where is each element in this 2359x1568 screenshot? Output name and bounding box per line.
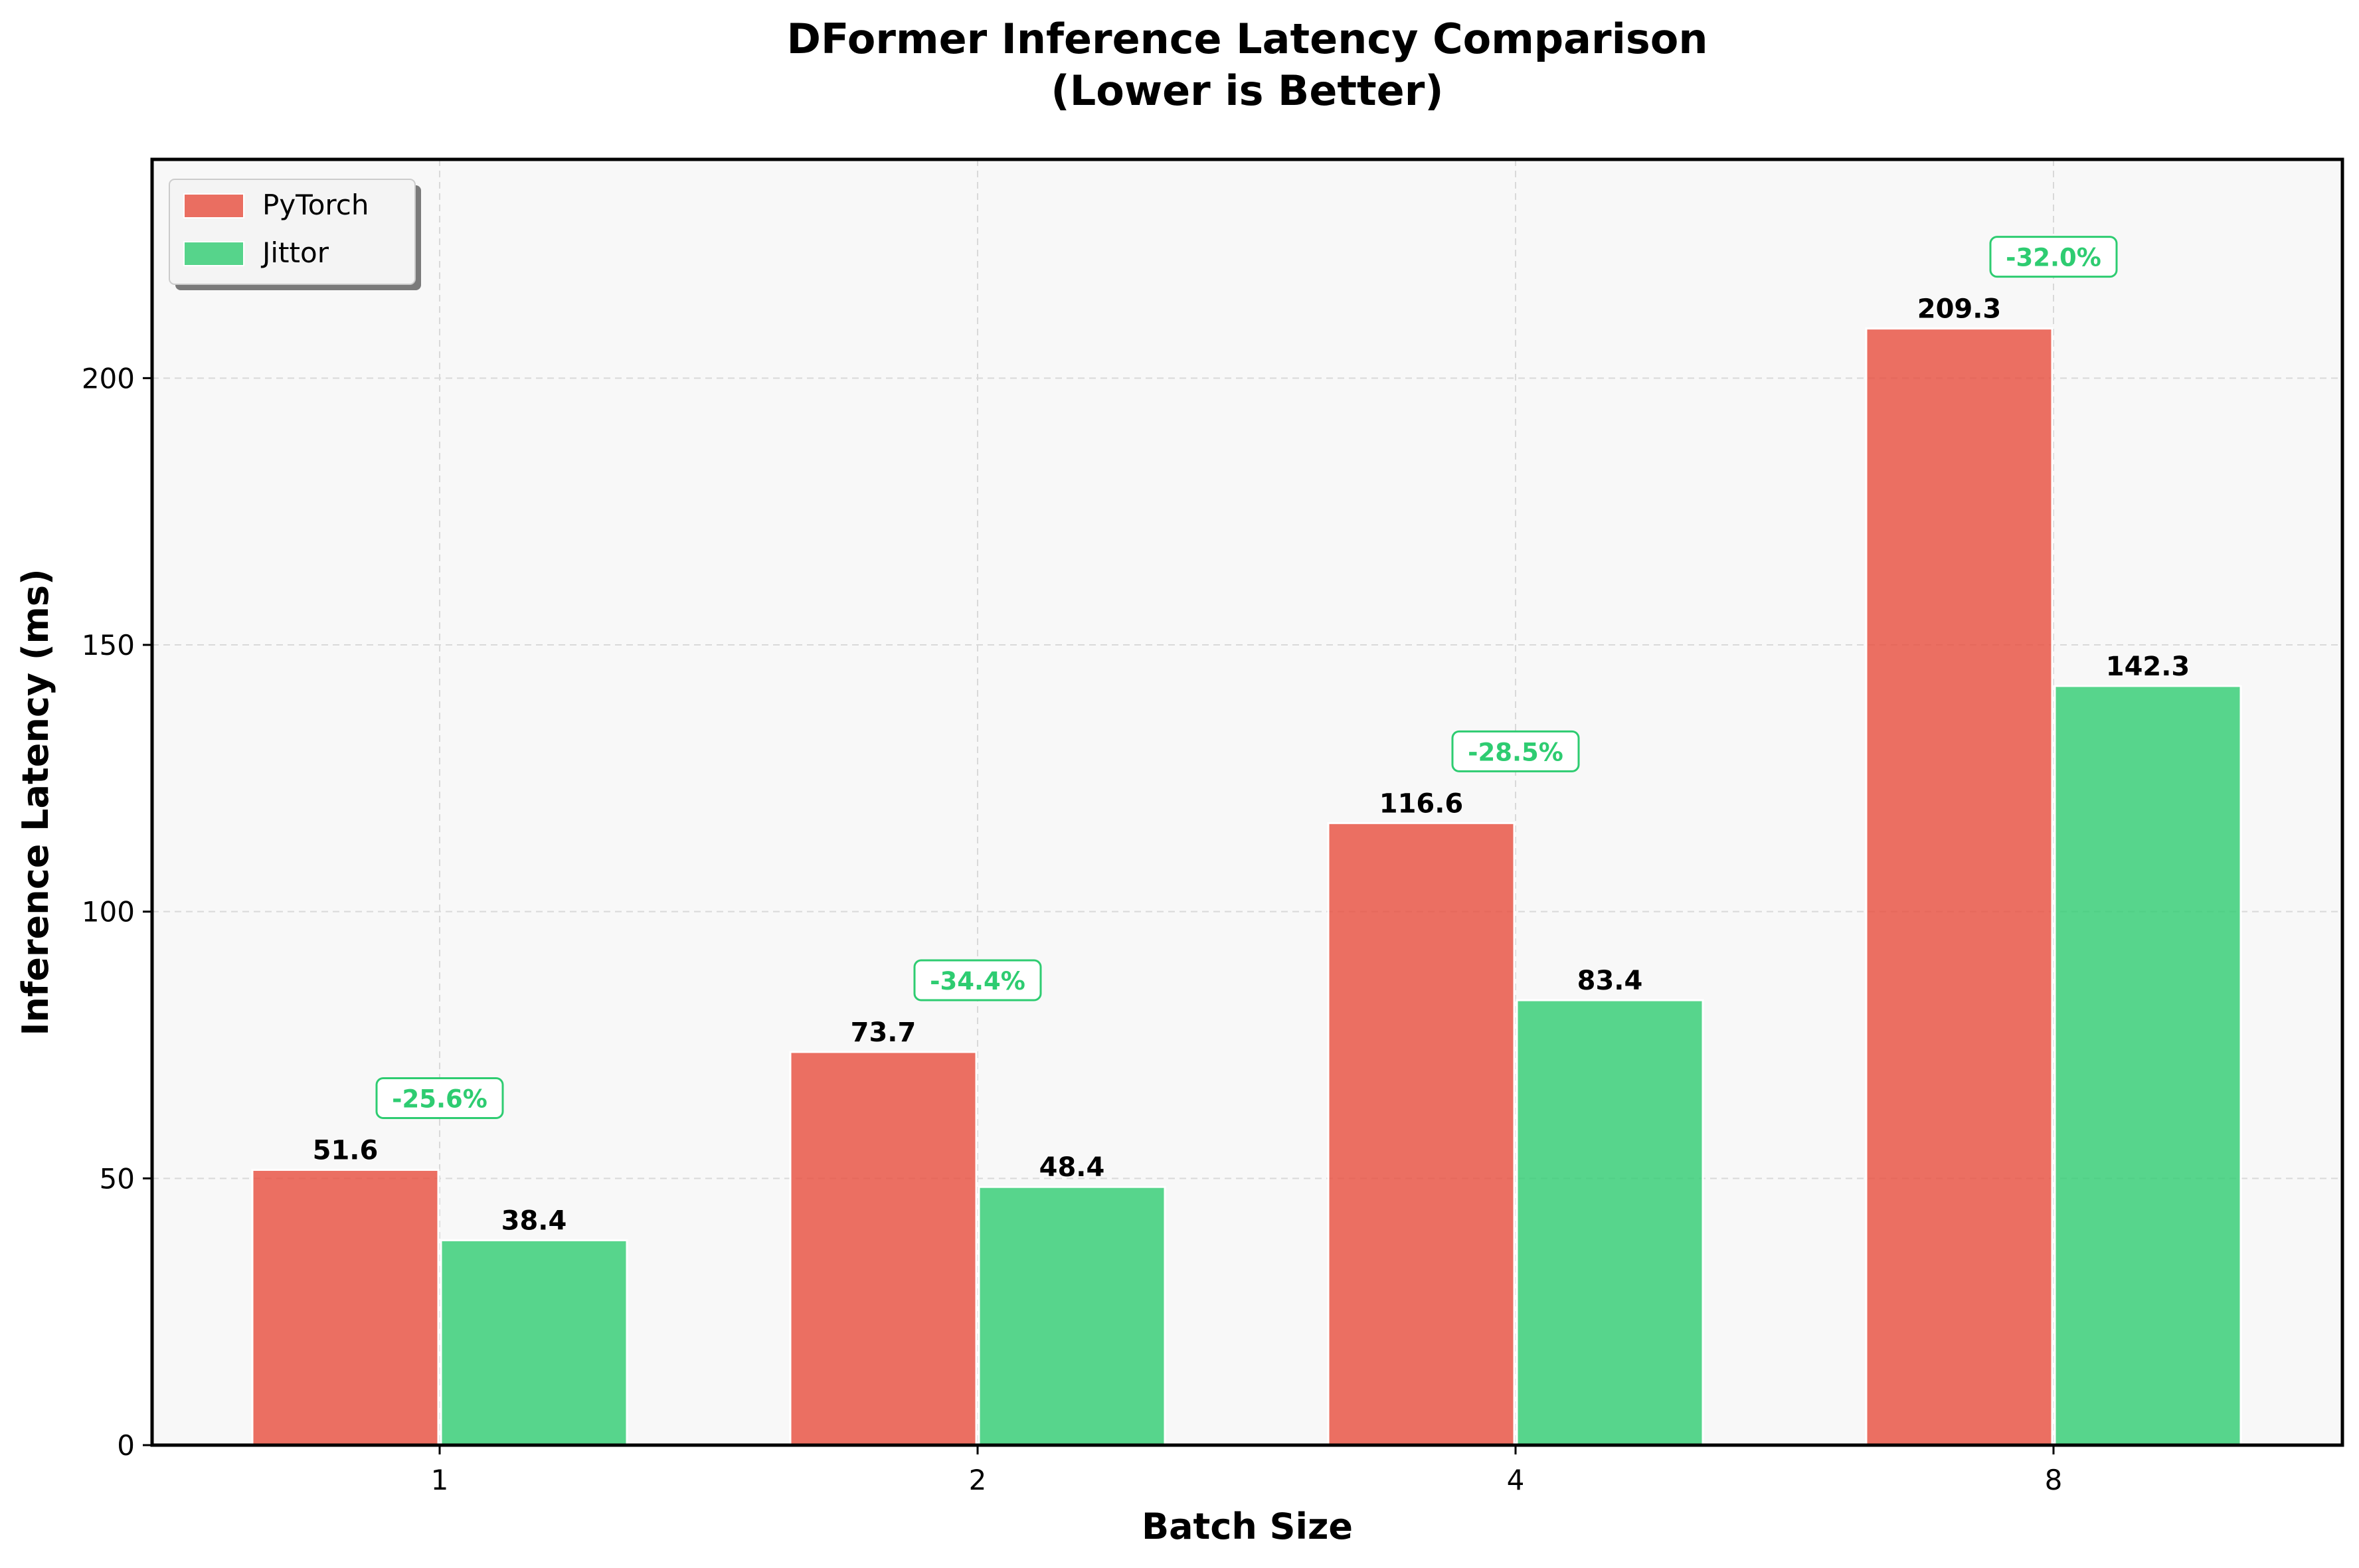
legend-swatch-pytorch	[183, 193, 244, 218]
chart-title-line: DFormer Inference Latency Comparison	[787, 15, 1708, 63]
grid-lines	[152, 159, 2342, 1445]
bar-jittor	[2053, 685, 2242, 1446]
x-axis-label: Batch Size	[1142, 1506, 1353, 1547]
bar-value-label: 142.3	[2106, 652, 2190, 682]
x-tick-label: 8	[2045, 1464, 2063, 1496]
bar-jittor	[978, 1185, 1166, 1446]
x-tick-label: 4	[1507, 1464, 1525, 1496]
bar-value-label: 48.4	[1039, 1152, 1105, 1183]
y-tick-label: 50	[100, 1162, 135, 1195]
chart-title-line: (Lower is Better)	[1051, 66, 1443, 115]
annotation-box	[1451, 730, 1580, 772]
y-tick-label: 0	[117, 1429, 135, 1462]
bar-pytorch	[789, 1051, 978, 1446]
bar-value-label: 209.3	[1917, 294, 2002, 325]
y-tick-label: 100	[82, 896, 135, 928]
x-axis: 1 2 4 8	[431, 1445, 2063, 1496]
legend: PyTorch Jittor	[169, 179, 421, 290]
y-axis: 0 50 100 150 200	[82, 362, 152, 1462]
bar-pytorch	[1865, 327, 2053, 1446]
annotation-label: -28.5%	[1468, 738, 1563, 766]
legend-label-pytorch: PyTorch	[262, 189, 369, 221]
x-tick-label: 1	[431, 1464, 449, 1496]
annotation-box	[1989, 236, 2118, 278]
axes-frame	[150, 157, 2344, 1447]
annotation-label: -34.4%	[930, 967, 1025, 996]
bar-value-label: 73.7	[851, 1017, 917, 1048]
chart-title: DFormer Inference Latency Comparison(Low…	[787, 15, 1708, 115]
bar-value-label: 51.6	[313, 1135, 379, 1166]
annotation-box	[913, 959, 1042, 1002]
y-axis-label: Inference Latency (ms)	[15, 568, 56, 1035]
legend-label-jittor: Jittor	[260, 236, 329, 269]
y-tick-label: 150	[82, 629, 135, 661]
annotations: -25.6% -34.4% -28.5% -32.0%	[375, 236, 2118, 1119]
y-tick-label: 200	[82, 362, 135, 394]
bars: 51.6 73.7 116.6 209.3 38.4 48.4 83.4 142.3	[251, 294, 2242, 1446]
bar-jittor	[1516, 999, 1704, 1446]
bar-jittor	[440, 1239, 628, 1446]
annotation-box	[375, 1077, 504, 1119]
annotation-label: -32.0%	[2006, 244, 2101, 272]
bar-pytorch	[1327, 822, 1516, 1446]
annotation-label: -25.6%	[392, 1085, 487, 1113]
bar-value-label: 116.6	[1379, 788, 1464, 819]
bar-value-label: 38.4	[501, 1206, 567, 1237]
legend-swatch-jittor	[183, 241, 244, 266]
bar-pytorch	[251, 1168, 440, 1446]
x-tick-label: 2	[969, 1464, 987, 1496]
bar-value-label: 83.4	[1577, 966, 1643, 996]
